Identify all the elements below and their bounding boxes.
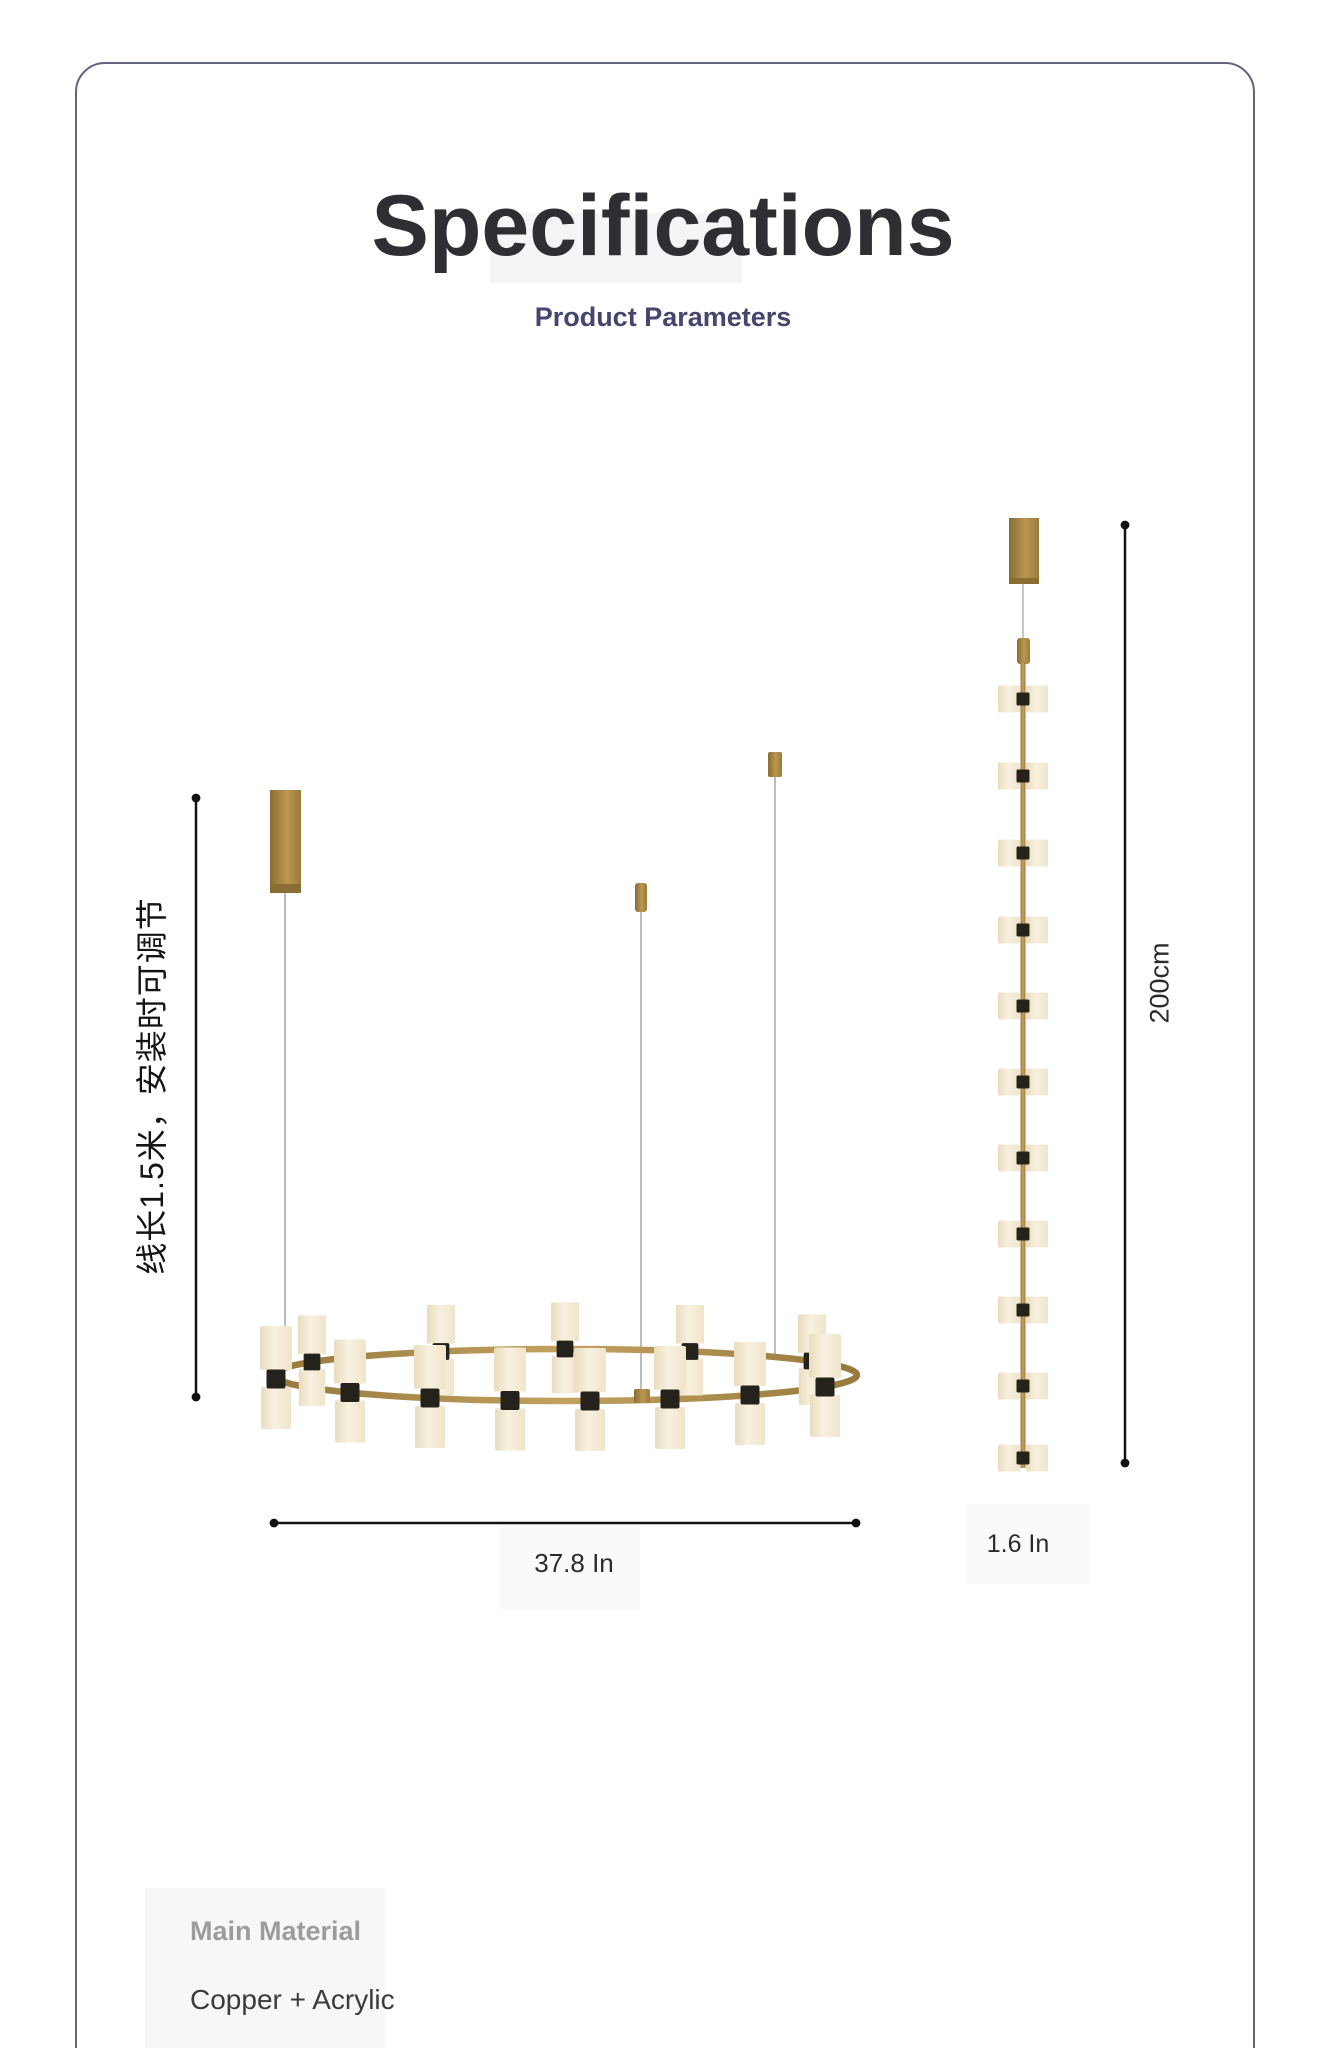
spec-card (75, 62, 1255, 2048)
chandelier-side-view (998, 518, 1048, 1472)
wire-length-note: 线长1.5米，安装时可调节 (134, 897, 170, 1275)
subtitle: Product Parameters (534, 302, 792, 332)
dimension-line-ring-width (269, 1518, 861, 1528)
ring-connector (634, 1389, 650, 1403)
dimension-line-wire-length (191, 793, 201, 1402)
bar-width-label: 1.6 In (986, 1530, 1050, 1558)
dimension-line-height (1120, 520, 1130, 1468)
height-label: 200cm (1144, 942, 1175, 1024)
chandelier-front-view (260, 752, 861, 1451)
page-title: Specifications (371, 178, 955, 274)
ring-width-label: 37.8 In (534, 1548, 614, 1578)
ceiling-canopy (270, 790, 301, 893)
material-label: Main Material (190, 1916, 362, 1946)
lamp-cluster (260, 1326, 292, 1429)
ceiling-canopy (1009, 518, 1039, 584)
wire-ferrule (635, 883, 647, 912)
wire-ferrule (1017, 638, 1030, 664)
material-value: Copper + Acrylic (190, 1984, 395, 2015)
small-canopy (768, 752, 782, 777)
brass-rod (1020, 662, 1026, 1468)
